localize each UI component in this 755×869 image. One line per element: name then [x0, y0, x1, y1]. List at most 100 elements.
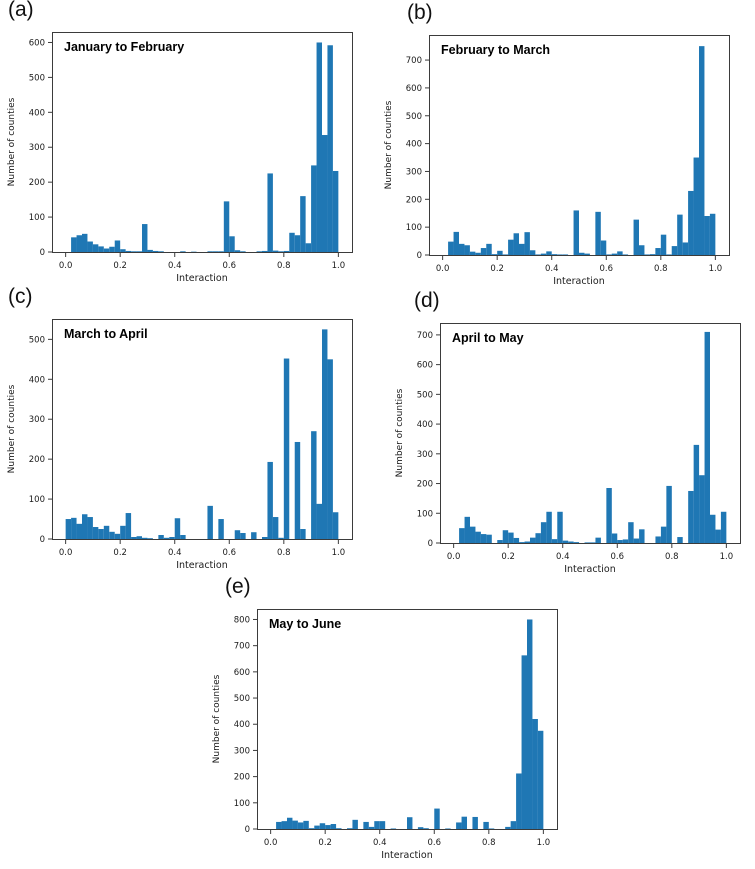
x-tick-label: 0.8: [482, 838, 496, 848]
histogram-bar: [311, 431, 317, 539]
histogram-bar: [314, 825, 320, 829]
histogram-bar: [671, 246, 678, 255]
histogram-bar: [595, 537, 601, 543]
histogram-bar: [483, 821, 489, 829]
x-tick-label: 1.0: [709, 264, 723, 274]
x-tick-label: 1.0: [332, 261, 346, 271]
y-tick-label: 700: [406, 56, 422, 66]
histogram-bar: [322, 135, 328, 252]
x-tick-label: 0.4: [545, 264, 559, 274]
histogram-bar: [704, 216, 710, 255]
histogram-bar: [390, 828, 397, 829]
histogram-bar: [639, 529, 645, 543]
histogram-bar: [579, 252, 585, 255]
histogram-bar: [540, 253, 547, 255]
y-tick-label: 400: [417, 420, 433, 430]
histogram-bar: [276, 821, 282, 829]
y-tick-label: 500: [406, 112, 422, 122]
histogram-bar: [103, 248, 110, 252]
histogram-bar: [527, 619, 533, 829]
histogram-bar: [699, 46, 705, 255]
histogram-bar: [82, 233, 88, 252]
panel-letter-c: (c): [8, 285, 33, 308]
y-axis-label: Number of counties: [384, 100, 394, 189]
plot-frame: [52, 319, 353, 540]
histogram-bar: [480, 248, 487, 255]
histogram-bar: [262, 250, 268, 252]
histogram-bar: [267, 461, 273, 539]
histogram-bar: [720, 511, 727, 543]
x-axis-ticks: 0.0 0.2 0.4 0.6 0.8 1.0: [436, 256, 722, 274]
panel-letter-a: (a): [8, 0, 34, 21]
x-tick-label: 1.0: [720, 552, 734, 562]
histogram-bar: [606, 488, 612, 543]
histogram-bar: [234, 530, 241, 539]
histogram-bar: [92, 527, 99, 539]
histogram-bar: [240, 251, 246, 252]
histogram-bar: [649, 254, 656, 255]
histogram-bar: [715, 529, 721, 543]
histogram-bar: [327, 359, 333, 539]
x-tick-label: 0.4: [556, 552, 570, 562]
histogram-bar: [628, 522, 634, 543]
histogram-bar: [332, 170, 339, 252]
y-tick-label: 700: [234, 642, 250, 652]
x-tick-label: 0.4: [168, 261, 182, 271]
histogram-bar: [223, 201, 230, 252]
histogram-bar: [82, 514, 88, 539]
histogram-bar: [174, 518, 181, 539]
histogram-bars: [65, 329, 339, 539]
histogram-bar: [551, 539, 558, 543]
x-tick-label: 0.0: [436, 264, 450, 274]
histogram-bar: [516, 773, 522, 829]
histogram-bar: [546, 251, 552, 255]
y-tick-label: 0: [428, 539, 433, 549]
histogram-bar: [562, 540, 569, 543]
histogram-bars: [276, 619, 544, 829]
plot-title: March to April: [64, 327, 148, 341]
panel-march-to-april: (c) 0 100 200 300 400 500 0.0 0.2 0.4 0.6 0.8 1.0 In…: [0, 285, 375, 574]
y-tick-label: 100: [29, 213, 45, 223]
histogram-bar: [688, 490, 694, 543]
histogram-plot-d: 0 100 200 300 400 500 600 700 0.0 0.2 0.4 0.6 0.8 1.0…: [395, 323, 741, 575]
histogram-bar: [147, 538, 153, 539]
histogram-bars: [459, 331, 727, 543]
histogram-bar: [218, 251, 224, 252]
histogram-bar: [568, 541, 574, 543]
panel-letter-e: (e): [225, 575, 251, 598]
histogram-bar: [76, 235, 82, 252]
x-tick-label: 0.6: [223, 261, 237, 271]
x-tick-label: 0.8: [277, 261, 291, 271]
histogram-bar: [262, 537, 268, 539]
histogram-bar: [308, 828, 315, 829]
histogram-bar: [453, 231, 459, 255]
x-axis-label: Interaction: [176, 560, 228, 571]
histogram-bar: [109, 531, 115, 539]
histogram-bar: [524, 541, 530, 543]
histogram-bar: [229, 236, 235, 252]
histogram-bar: [131, 537, 137, 539]
histogram-bar: [464, 516, 470, 543]
histogram-bar: [644, 254, 650, 255]
histogram-bar: [283, 250, 290, 252]
histogram-bar: [595, 211, 601, 255]
histogram-bar: [283, 358, 290, 539]
histogram-bar: [218, 519, 224, 539]
y-axis-ticks: 0 100 200 300 400 500 600 700: [406, 56, 429, 261]
histogram-bar: [535, 533, 541, 543]
histogram-bar: [611, 533, 618, 543]
histogram-bar: [459, 528, 465, 543]
x-tick-label: 0.8: [665, 552, 679, 562]
histogram-bar: [660, 234, 667, 255]
histogram-bar: [71, 237, 77, 252]
histogram-bar: [470, 526, 476, 543]
y-tick-label: 200: [406, 195, 422, 205]
histogram-bar: [207, 505, 213, 539]
histogram-bar: [336, 828, 342, 829]
x-axis-ticks: 0.0 0.2 0.4 0.6 0.8 1.0: [59, 253, 345, 271]
y-axis-ticks: 0 100 200 300 400 500 600 700: [417, 331, 440, 549]
y-tick-label: 0: [40, 248, 45, 258]
histogram-bars: [71, 42, 339, 253]
histogram-bar: [510, 821, 517, 829]
histogram-bar: [417, 827, 424, 829]
